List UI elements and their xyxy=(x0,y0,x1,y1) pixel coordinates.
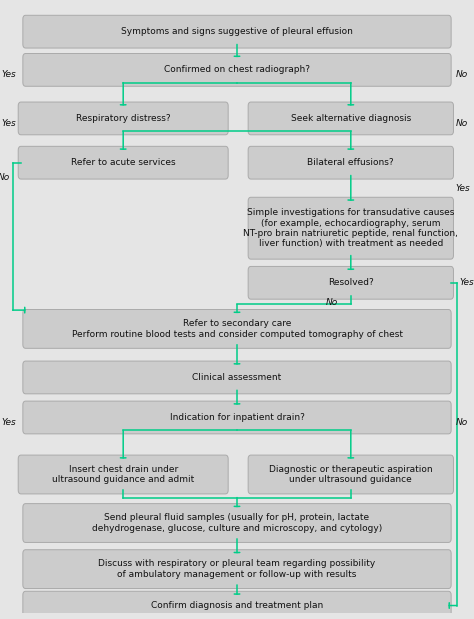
FancyBboxPatch shape xyxy=(23,504,451,542)
FancyBboxPatch shape xyxy=(23,361,451,394)
Text: No: No xyxy=(456,418,467,427)
Text: Yes: Yes xyxy=(459,279,474,287)
FancyBboxPatch shape xyxy=(248,146,454,179)
FancyBboxPatch shape xyxy=(23,15,451,48)
FancyBboxPatch shape xyxy=(23,53,451,86)
Text: Respiratory distress?: Respiratory distress? xyxy=(76,114,171,123)
FancyBboxPatch shape xyxy=(23,310,451,348)
Text: Insert chest drain under
ultrasound guidance and admit: Insert chest drain under ultrasound guid… xyxy=(52,465,194,484)
Text: Confirmed on chest radiograph?: Confirmed on chest radiograph? xyxy=(164,66,310,74)
Text: Yes: Yes xyxy=(1,70,16,79)
Text: Indication for inpatient drain?: Indication for inpatient drain? xyxy=(170,413,304,422)
Text: Refer to acute services: Refer to acute services xyxy=(71,158,175,167)
Text: No: No xyxy=(456,119,467,128)
Text: Simple investigations for transudative causes
(for example, echocardiography, se: Simple investigations for transudative c… xyxy=(243,208,458,248)
Text: Refer to secondary care
Perform routine blood tests and consider computed tomogr: Refer to secondary care Perform routine … xyxy=(72,319,402,339)
FancyBboxPatch shape xyxy=(248,455,454,494)
FancyBboxPatch shape xyxy=(18,146,228,179)
FancyBboxPatch shape xyxy=(248,102,454,135)
Text: Bilateral effusions?: Bilateral effusions? xyxy=(308,158,394,167)
Text: Send pleural fluid samples (usually for pH, protein, lactate
dehydrogenase, gluc: Send pleural fluid samples (usually for … xyxy=(92,513,382,533)
Text: Yes: Yes xyxy=(1,418,16,427)
Text: No: No xyxy=(326,298,338,307)
Text: Yes: Yes xyxy=(1,119,16,128)
FancyBboxPatch shape xyxy=(18,455,228,494)
FancyBboxPatch shape xyxy=(23,550,451,589)
Text: Confirm diagnosis and treatment plan: Confirm diagnosis and treatment plan xyxy=(151,601,323,610)
Text: Symptoms and signs suggestive of pleural effusion: Symptoms and signs suggestive of pleural… xyxy=(121,27,353,36)
FancyBboxPatch shape xyxy=(18,102,228,135)
Text: Seek alternative diagnosis: Seek alternative diagnosis xyxy=(291,114,411,123)
Text: Clinical assessment: Clinical assessment xyxy=(192,373,282,382)
Text: No: No xyxy=(456,70,467,79)
Text: Resolved?: Resolved? xyxy=(328,279,374,287)
Text: No: No xyxy=(0,173,10,183)
FancyBboxPatch shape xyxy=(23,591,451,619)
FancyBboxPatch shape xyxy=(23,401,451,434)
Text: Yes: Yes xyxy=(456,184,470,193)
FancyBboxPatch shape xyxy=(248,266,454,299)
Text: Discuss with respiratory or pleural team regarding possibility
of ambulatory man: Discuss with respiratory or pleural team… xyxy=(99,560,375,579)
FancyBboxPatch shape xyxy=(248,197,454,259)
Text: Diagnostic or therapeutic aspiration
under ultrasound guidance: Diagnostic or therapeutic aspiration und… xyxy=(269,465,433,484)
